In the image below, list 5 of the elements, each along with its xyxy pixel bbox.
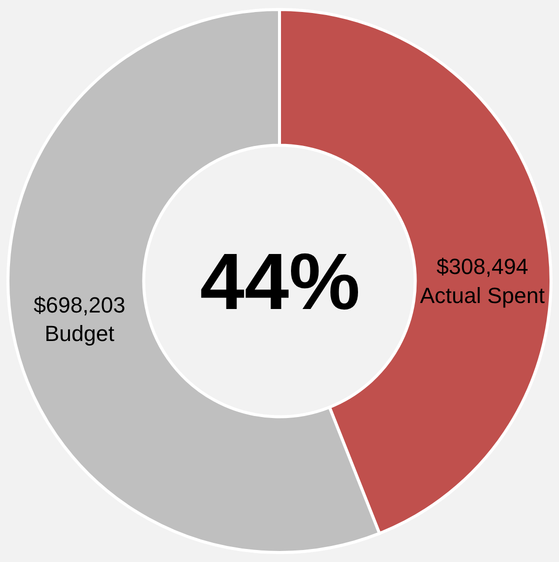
text: $698,203 [34, 292, 126, 318]
slice-label: Budget [44, 320, 114, 346]
text: 44% [200, 237, 360, 326]
text: $308,494 [436, 254, 528, 280]
slice-label: Actual Spent [420, 282, 545, 308]
